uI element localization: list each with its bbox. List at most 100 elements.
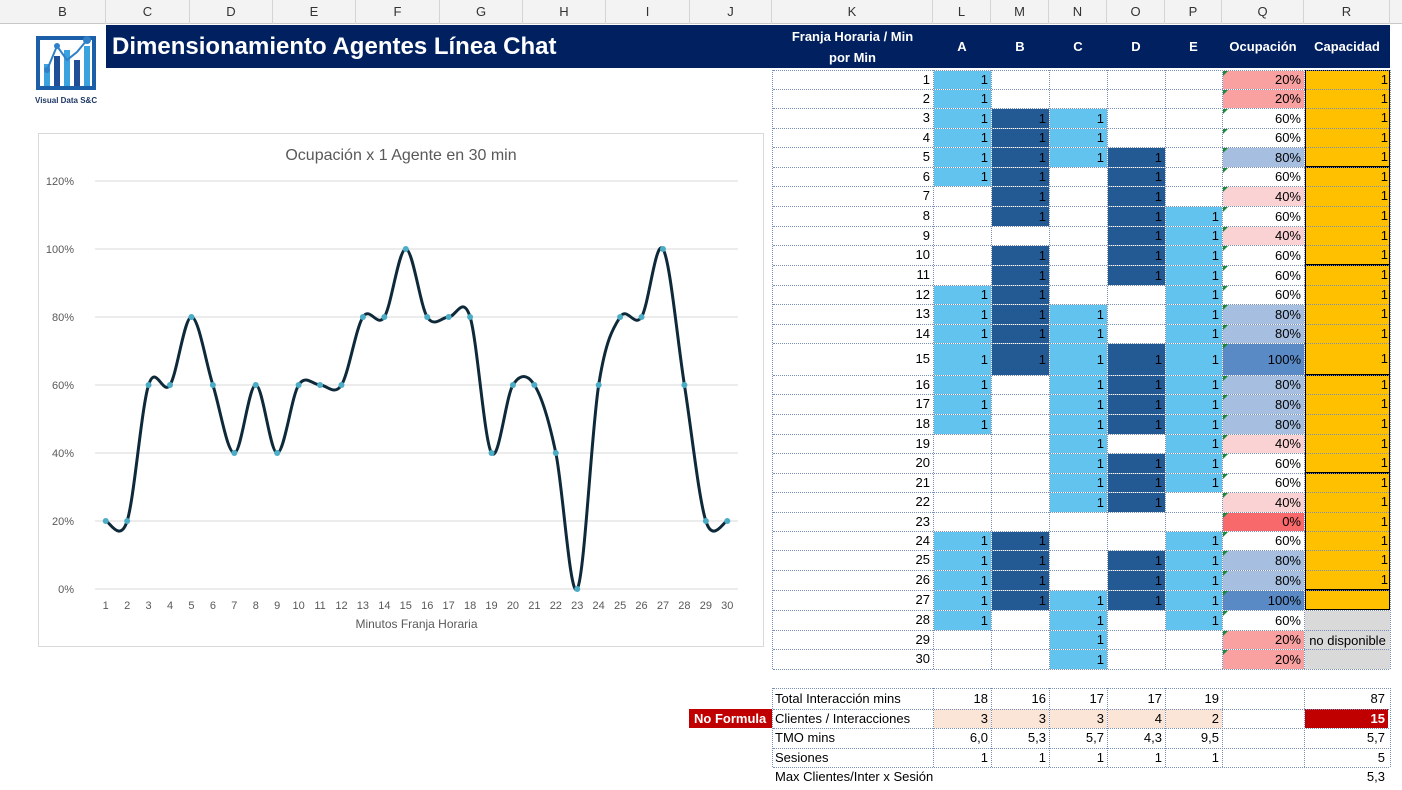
summary-total[interactable]: 5,7 (1366, 730, 1385, 745)
agent-cell-d[interactable] (1108, 129, 1165, 147)
agent-cell-d[interactable]: 1 (1108, 376, 1165, 394)
agent-cell-d[interactable] (1108, 650, 1165, 669)
agent-cell-d[interactable] (1108, 286, 1165, 304)
column-header-h[interactable]: H (523, 0, 606, 24)
row-minute[interactable]: 4 (922, 130, 930, 145)
agent-cell-d[interactable] (1108, 532, 1165, 550)
agent-cell-e[interactable]: 1 (1166, 474, 1222, 492)
agent-cell-b[interactable]: 1 (992, 551, 1049, 570)
agent-cell-a[interactable]: 1 (934, 109, 991, 128)
agent-cell-b[interactable] (992, 454, 1049, 473)
capacity-cell[interactable]: 1 (1380, 228, 1388, 243)
occupancy-cell[interactable]: 60% (1223, 168, 1304, 186)
agent-cell-b[interactable] (992, 395, 1049, 414)
summary-value[interactable]: 1 (1096, 750, 1104, 765)
summary-total[interactable]: 5,3 (1366, 769, 1385, 784)
agent-cell-b[interactable] (992, 611, 1049, 630)
column-header-q[interactable]: Q (1222, 0, 1304, 24)
capacity-cell[interactable]: 1 (1380, 130, 1388, 145)
agent-cell-d[interactable]: 1 (1108, 344, 1165, 375)
capacity-cell[interactable]: 1 (1380, 514, 1388, 529)
agent-cell-c[interactable]: 1 (1050, 474, 1107, 492)
agent-cell-d[interactable]: 1 (1108, 571, 1165, 590)
agent-cell-c[interactable]: 1 (1050, 148, 1107, 167)
capacity-cell[interactable]: 1 (1380, 247, 1388, 262)
agent-cell-e[interactable]: 1 (1166, 591, 1222, 610)
occupancy-cell[interactable]: 60% (1223, 266, 1304, 285)
summary-value[interactable] (1166, 767, 1222, 786)
agent-cell-b[interactable]: 1 (992, 591, 1049, 610)
agent-cell-c[interactable] (1050, 551, 1107, 570)
agent-cell-a[interactable] (934, 454, 991, 473)
summary-value[interactable]: 16 (1031, 691, 1046, 706)
summary-value[interactable] (992, 767, 1049, 786)
agent-cell-a[interactable] (934, 227, 991, 245)
agent-cell-a[interactable]: 1 (934, 571, 991, 590)
occupancy-cell[interactable]: 40% (1223, 227, 1304, 245)
agent-cell-b[interactable]: 1 (992, 571, 1049, 590)
agent-cell-c[interactable] (1050, 90, 1107, 108)
summary-value[interactable] (934, 767, 991, 786)
agent-cell-a[interactable]: 1 (934, 395, 991, 414)
row-minute[interactable]: 22 (915, 494, 930, 509)
occupancy-cell[interactable]: 40% (1223, 187, 1304, 206)
summary-value[interactable] (1108, 767, 1165, 786)
agent-cell-c[interactable] (1050, 187, 1107, 206)
agent-cell-b[interactable]: 1 (992, 246, 1049, 265)
column-header-b[interactable]: B (20, 0, 106, 24)
occupancy-cell[interactable]: 80% (1223, 305, 1304, 324)
agent-cell-d[interactable]: 1 (1108, 493, 1165, 512)
occupancy-cell[interactable]: 20% (1223, 90, 1304, 108)
occupancy-cell[interactable]: 80% (1223, 376, 1304, 394)
agent-cell-a[interactable] (934, 631, 991, 649)
agent-cell-d[interactable]: 1 (1108, 227, 1165, 245)
agent-cell-a[interactable]: 1 (934, 376, 991, 394)
agent-cell-b[interactable]: 1 (992, 286, 1049, 304)
agent-cell-e[interactable]: 1 (1166, 376, 1222, 394)
agent-cell-b[interactable]: 1 (992, 532, 1049, 550)
row-minute[interactable]: 25 (915, 552, 930, 567)
capacity-cell[interactable]: 1 (1380, 208, 1388, 223)
row-minute[interactable]: 2 (922, 91, 930, 106)
agent-cell-c[interactable]: 1 (1050, 109, 1107, 128)
agent-cell-b[interactable]: 1 (992, 109, 1049, 128)
row-minute[interactable]: 11 (916, 267, 931, 282)
agent-cell-d[interactable]: 1 (1108, 148, 1165, 167)
column-header-f[interactable]: F (356, 0, 440, 24)
agent-cell-e[interactable]: 1 (1166, 395, 1222, 414)
agent-cell-e[interactable]: 1 (1166, 454, 1222, 473)
agent-cell-d[interactable]: 1 (1108, 474, 1165, 492)
agent-cell-e[interactable]: 1 (1166, 551, 1222, 570)
capacity-cell[interactable]: 1 (1380, 169, 1388, 184)
occupancy-cell[interactable]: 40% (1223, 435, 1304, 453)
agent-cell-d[interactable]: 1 (1108, 168, 1165, 186)
agent-cell-c[interactable]: 1 (1050, 435, 1107, 453)
agent-cell-c[interactable] (1050, 227, 1107, 245)
row-minute[interactable]: 6 (922, 169, 930, 184)
row-minute[interactable]: 12 (915, 287, 930, 302)
agent-cell-e[interactable]: 1 (1166, 344, 1222, 375)
agent-cell-a[interactable]: 1 (934, 551, 991, 570)
agent-cell-a[interactable] (934, 207, 991, 226)
summary-value[interactable]: 5,3 (1027, 730, 1046, 745)
agent-cell-b[interactable]: 1 (992, 148, 1049, 167)
occupancy-cell[interactable]: 60% (1223, 109, 1304, 128)
agent-cell-c[interactable] (1050, 286, 1107, 304)
column-header-p[interactable]: P (1165, 0, 1222, 24)
row-minute[interactable]: 14 (915, 326, 930, 341)
agent-cell-e[interactable]: 1 (1166, 611, 1222, 630)
summary-total[interactable]: 15 (1305, 709, 1388, 728)
occupancy-cell[interactable]: 20% (1223, 650, 1304, 669)
agent-cell-d[interactable]: 1 (1108, 551, 1165, 570)
agent-cell-c[interactable] (1050, 246, 1107, 265)
agent-cell-e[interactable] (1166, 109, 1222, 128)
agent-cell-e[interactable] (1166, 129, 1222, 147)
occupancy-cell[interactable]: 20% (1223, 631, 1304, 649)
occupancy-cell[interactable]: 60% (1223, 611, 1304, 630)
occupancy-cell[interactable]: 60% (1223, 129, 1304, 147)
capacity-cell[interactable]: 1 (1380, 455, 1388, 470)
agent-cell-c[interactable]: 1 (1050, 493, 1107, 512)
occupancy-cell[interactable]: 60% (1223, 207, 1304, 226)
agent-cell-a[interactable]: 1 (934, 71, 991, 89)
agent-cell-c[interactable]: 1 (1050, 631, 1107, 649)
